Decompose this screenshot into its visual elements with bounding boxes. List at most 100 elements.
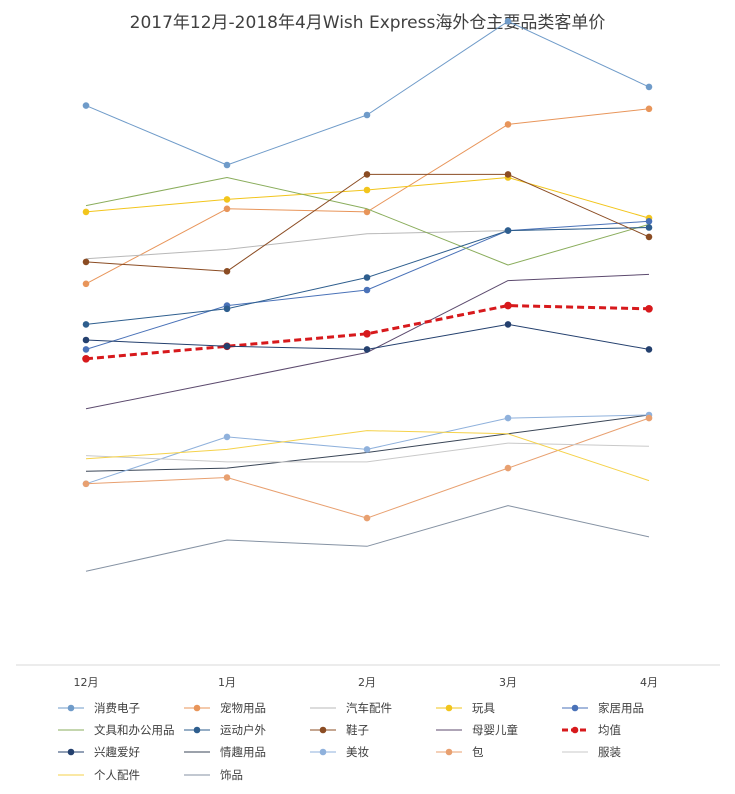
legend-label: 运动户外	[220, 723, 266, 737]
series-line	[85, 108, 650, 285]
legend-item: 饰品	[184, 768, 243, 782]
legend-marker	[445, 748, 453, 756]
x-tick-label: 1月	[218, 676, 236, 689]
series-10	[82, 321, 653, 353]
legend-item: 服装	[562, 745, 621, 759]
data-point	[223, 196, 231, 203]
data-point	[82, 336, 90, 344]
legend-item: 玩具	[436, 701, 495, 715]
series-0	[82, 18, 653, 169]
legend-item: 个人配件	[58, 768, 140, 782]
legend-item: 家居用品	[562, 701, 644, 715]
data-point	[363, 346, 371, 353]
series-line	[85, 430, 650, 482]
x-tick-label: 2月	[358, 676, 376, 689]
x-tick-label: 12月	[74, 676, 99, 689]
legend-label: 家居用品	[598, 701, 644, 715]
legend-label: 饰品	[220, 768, 243, 782]
legend-item: 均值	[562, 723, 621, 737]
data-point	[223, 474, 231, 481]
legend-item: 汽车配件	[310, 701, 392, 715]
data-point	[82, 258, 90, 266]
series-14	[85, 442, 650, 463]
data-point	[645, 233, 653, 241]
series-8	[85, 273, 650, 410]
data-point	[82, 355, 90, 363]
legend-marker	[319, 748, 327, 756]
data-point	[645, 305, 653, 313]
legend-label: 均值	[598, 723, 621, 737]
series-line	[85, 20, 650, 166]
series-6	[82, 224, 653, 328]
legend-label: 服装	[598, 745, 621, 759]
data-point	[504, 321, 512, 328]
legend-label: 玩具	[472, 701, 495, 715]
legend-label: 个人配件	[94, 768, 140, 782]
data-point	[363, 514, 371, 522]
series-2	[85, 227, 650, 260]
series-15	[85, 430, 650, 482]
legend-item: 鞋子	[310, 723, 369, 737]
series-line	[85, 273, 650, 410]
legend-marker	[571, 726, 579, 734]
series-line	[85, 304, 650, 361]
series-12	[82, 411, 653, 488]
series-16	[85, 505, 650, 572]
legend-marker	[571, 704, 579, 712]
legend-item: 美妆	[310, 745, 369, 759]
legend-item: 兴趣爱好	[58, 745, 140, 759]
data-point	[223, 268, 231, 275]
data-point	[645, 414, 653, 422]
legend-label: 情趣用品	[220, 745, 266, 759]
legend-label: 美妆	[346, 745, 369, 759]
data-point	[363, 330, 371, 338]
data-point	[223, 433, 231, 441]
legend-item: 宠物用品	[184, 701, 266, 715]
legend-item: 包	[436, 745, 484, 759]
legend-label: 消费电子	[94, 701, 140, 715]
legend-label: 文具和办公用品	[94, 723, 175, 737]
data-point	[82, 480, 90, 488]
data-point	[645, 83, 653, 91]
data-point	[363, 111, 371, 119]
data-point	[504, 227, 512, 234]
legend-marker	[193, 726, 201, 734]
legend-label: 母婴儿童	[472, 723, 518, 737]
series-5	[85, 177, 650, 266]
data-point	[363, 186, 371, 194]
data-point	[223, 305, 231, 313]
data-point	[223, 205, 231, 213]
legend-label: 兴趣爱好	[94, 745, 140, 759]
data-point	[645, 218, 653, 225]
series-line	[85, 505, 650, 572]
data-point	[82, 346, 90, 353]
series-line	[85, 417, 650, 519]
chart-title: 2017年12月-2018年4月Wish Express海外仓主要品类客单价	[129, 13, 606, 33]
data-point	[645, 346, 653, 353]
data-point	[223, 161, 231, 169]
data-point	[363, 286, 371, 294]
data-point	[504, 464, 512, 472]
series-9	[82, 301, 653, 363]
data-point	[82, 102, 90, 109]
series-1	[82, 105, 653, 288]
legend-label: 包	[472, 745, 484, 759]
data-point	[82, 208, 90, 216]
legend-label: 汽车配件	[346, 701, 392, 715]
data-point	[645, 224, 653, 231]
data-point	[363, 446, 371, 453]
series-line	[85, 227, 650, 260]
legend-label: 鞋子	[346, 723, 369, 737]
data-point	[82, 280, 90, 288]
x-tick-label: 3月	[499, 676, 517, 689]
series-13	[82, 414, 653, 522]
series-7	[82, 171, 653, 275]
data-point	[504, 121, 512, 128]
data-point	[645, 105, 653, 113]
data-point	[363, 274, 371, 281]
data-point	[82, 321, 90, 328]
data-point	[223, 343, 231, 350]
series-line	[85, 442, 650, 463]
